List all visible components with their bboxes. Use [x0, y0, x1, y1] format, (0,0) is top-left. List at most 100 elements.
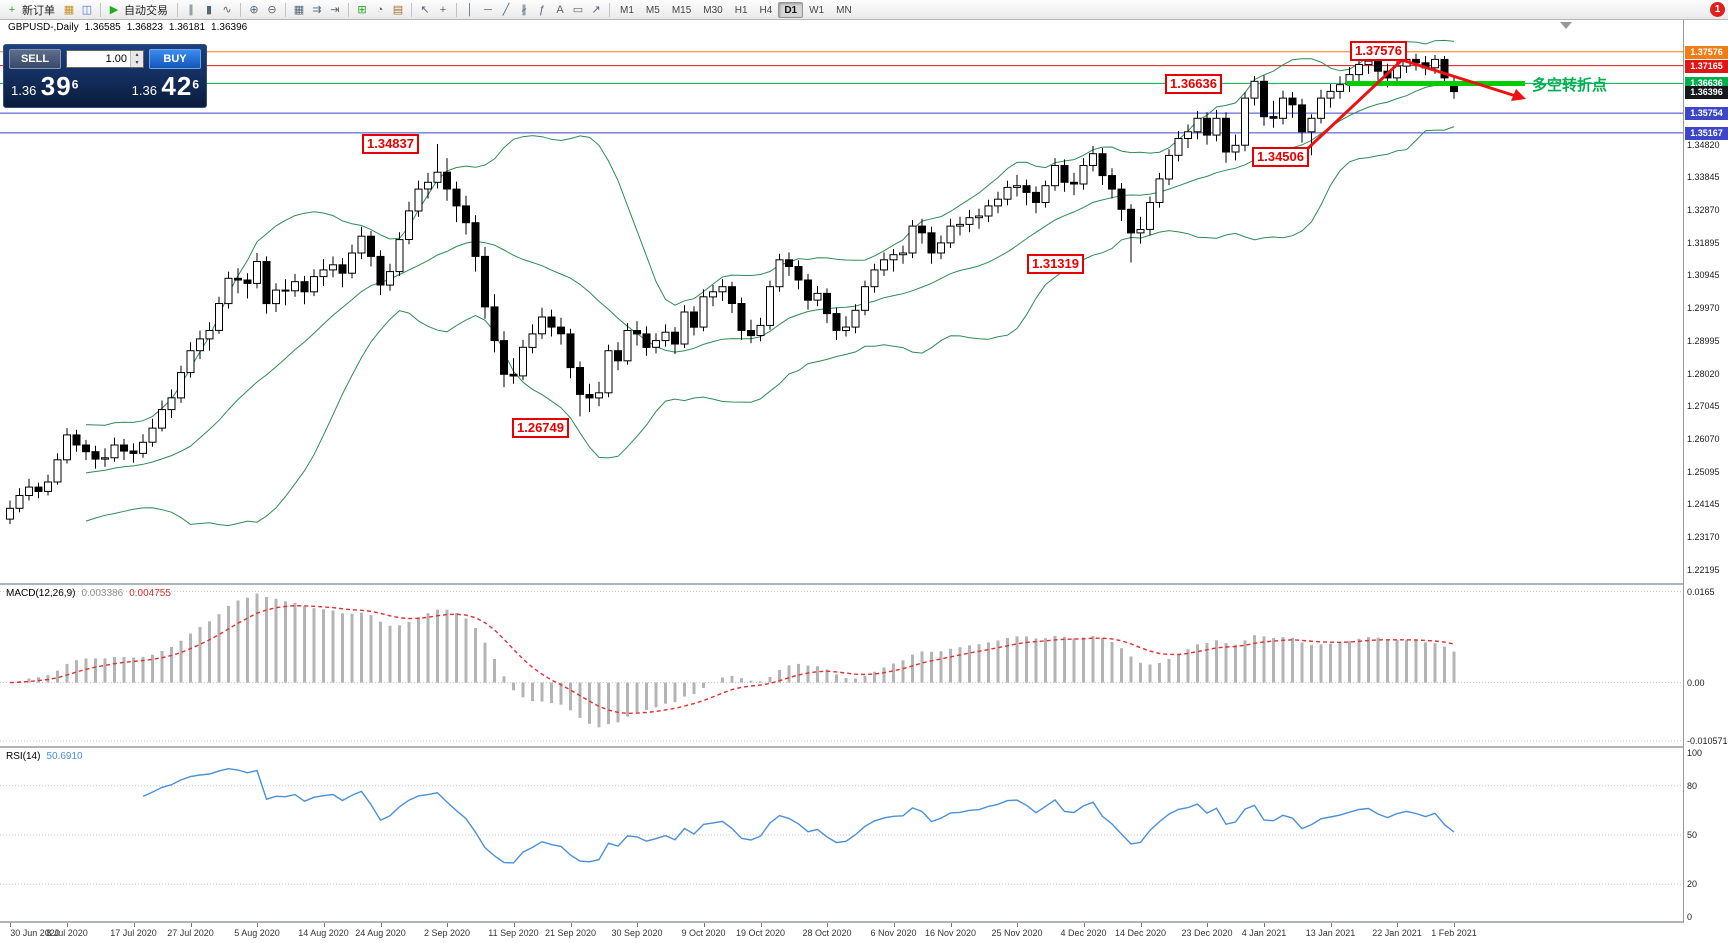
fibonacci-icon[interactable]: ƒ [538, 3, 546, 16]
bar-open: 1.36585 [84, 22, 121, 33]
time-tick [10, 923, 11, 927]
date-label: 14 Aug 2020 [298, 928, 349, 938]
tile-windows-icon[interactable]: ▦ [293, 4, 305, 16]
date-label: 6 Nov 2020 [870, 928, 917, 938]
lot-decrease-button[interactable]: ▾ [131, 59, 143, 67]
macd-value: 0.003386 [81, 588, 124, 599]
macd-scale-tick: 0.00 [1687, 678, 1705, 688]
timeframe-h4-button[interactable]: H4 [759, 4, 773, 16]
buy-button[interactable]: BUY [149, 49, 201, 69]
panel-separator[interactable] [0, 746, 1728, 748]
time-tick [1017, 923, 1018, 927]
timeframe-m5-button[interactable]: M5 [645, 4, 660, 16]
line-chart-icon[interactable]: ∿ [222, 4, 232, 16]
new-order-icon[interactable]: + [8, 3, 16, 16]
price-tick: 1.25095 [1687, 467, 1720, 477]
cursor-icon[interactable]: ↖ [420, 4, 430, 16]
date-label: 21 Sep 2020 [544, 928, 597, 938]
toolbar-separator [348, 2, 349, 17]
panel-separator[interactable] [0, 921, 1728, 923]
time-tick [827, 923, 828, 927]
vertical-line-icon[interactable]: │ [466, 3, 474, 16]
time-tick [893, 923, 895, 927]
equidistant-channel-icon[interactable]: ∦ [521, 4, 527, 16]
date-label: 13 Jan 2021 [1305, 928, 1356, 938]
timeframe-d1-button[interactable]: D1 [778, 1, 804, 18]
lot-size-input[interactable]: 1.00 ▴ ▾ [66, 50, 144, 68]
new-order-label[interactable]: 新订单 [22, 4, 55, 17]
templates-icon[interactable]: ▤ [392, 4, 404, 16]
rsi-scale-tick: 0 [1687, 912, 1693, 922]
chart-shift-icon[interactable]: ⇥ [330, 4, 340, 16]
timeframe-h1-button[interactable]: H1 [734, 4, 748, 16]
price-tick: 1.30945 [1687, 270, 1720, 280]
periods-icon[interactable]: ◔ [376, 3, 384, 16]
price-axis[interactable]: 1.22195 1.23170 1.24145 1.25095 1.26070 1.270… [1683, 20, 1728, 923]
one-click-trading-panel: SELL 1.00 ▴ ▾ BUY 1.36 396 1.36 426 [3, 44, 207, 108]
bollinger-bands [85, 39, 1455, 527]
time-tick [67, 923, 68, 927]
zoom-out-icon[interactable]: ⊖ [267, 4, 277, 16]
timeframe-m30-button[interactable]: M30 [703, 4, 723, 16]
autotrading-label[interactable]: 自动交易 [124, 4, 168, 17]
toolbar-separator [456, 2, 457, 17]
indicators-icon[interactable]: ⊞ [357, 4, 367, 16]
price-tick: 1.33845 [1687, 172, 1720, 182]
bar-chart-icon[interactable]: ∥ [188, 4, 194, 16]
profiles-icon[interactable]: ◫ [81, 4, 93, 16]
macd-label: MACD(12,26,9) 0.003386 0.004755 [6, 588, 171, 599]
toolbar-separator [411, 2, 412, 17]
main-chart[interactable] [0, 20, 1683, 583]
symbol-period: GBPUSD-,Daily [8, 22, 79, 33]
date-label: 17 Jul 2020 [110, 928, 157, 938]
chart-area: GBPUSD-,Daily 1.36585 1.36823 1.36181 1.3639… [0, 20, 1728, 943]
date-label: 1 Feb 2021 [1431, 928, 1477, 938]
auto-scroll-icon[interactable]: ⇉ [312, 4, 322, 16]
lot-value: 1.00 [105, 53, 127, 65]
autotrading-icon[interactable]: ▶ [109, 4, 119, 16]
lot-increase-button[interactable]: ▴ [131, 51, 143, 59]
candlestick-chart-icon[interactable]: ▮ [205, 4, 213, 16]
time-tick [323, 923, 325, 927]
toolbar-separator [285, 2, 286, 17]
zoom-in-icon[interactable]: ⊕ [249, 4, 259, 16]
date-label: 11 Sep 2020 [488, 928, 539, 938]
text-label-icon[interactable]: ▭ [572, 4, 584, 16]
macd-panel[interactable] [0, 586, 1683, 746]
sell-button[interactable]: SELL [9, 49, 61, 69]
time-tick [190, 923, 192, 927]
macd-scale-tick: 0.0165 [1687, 587, 1715, 597]
horizontal-line-icon[interactable]: ─ [484, 3, 492, 16]
trend-arrow-head [1511, 89, 1526, 101]
timeframe-mn-button[interactable]: MN [836, 4, 852, 16]
price-annotation[interactable]: 1.26749 [512, 418, 569, 438]
time-tick [513, 923, 515, 927]
trendline-icon[interactable]: ╱ [502, 4, 510, 16]
timeframe-m15-button[interactable]: M15 [671, 4, 692, 16]
price-tag: 1.35167 [1685, 127, 1728, 140]
chart-window-icon[interactable]: ▦ [63, 4, 75, 16]
price-annotation[interactable]: 1.34506 [1252, 147, 1309, 167]
time-tick [1330, 923, 1332, 927]
rsi-panel[interactable] [0, 749, 1683, 921]
price-annotation[interactable]: 1.37576 [1350, 41, 1407, 61]
text-icon[interactable]: A [556, 3, 564, 16]
panel-separator[interactable] [0, 583, 1728, 585]
price-tag: 1.37165 [1685, 60, 1728, 73]
price-annotation[interactable]: 1.31319 [1027, 254, 1084, 274]
date-label: 25 Nov 2020 [991, 928, 1043, 938]
time-axis[interactable]: 30 Jun 2020 8 Jul 2020 17 Jul 2020 27 Jul 2… [0, 923, 1728, 943]
timeframe-w1-button[interactable]: W1 [809, 4, 825, 16]
price-annotation[interactable]: 1.36636 [1165, 74, 1222, 94]
notification-badge[interactable]: 1 [1710, 2, 1725, 17]
trend-arrow [1302, 58, 1520, 154]
macd-signal-line [9, 604, 1455, 715]
price-annotation[interactable]: 1.34837 [362, 134, 419, 154]
timeframe-m1-button[interactable]: M1 [620, 4, 634, 16]
crosshair-icon[interactable]: + [439, 3, 447, 16]
date-label: 5 Aug 2020 [234, 928, 280, 938]
rsi-scale-tick: 20 [1687, 879, 1698, 889]
turning-point-line [1347, 81, 1525, 86]
turning-point-label[interactable]: 多空转折点 [1532, 77, 1608, 94]
arrows-icon[interactable]: ↗ [591, 4, 601, 16]
